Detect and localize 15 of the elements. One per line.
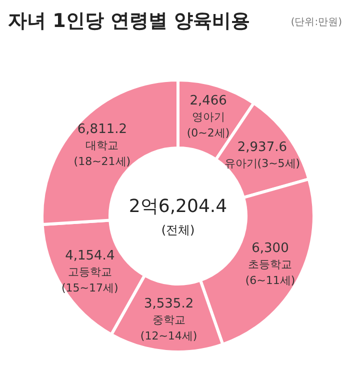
slice-label: 유아기(3~5세) (224, 156, 300, 170)
text: (전체) (161, 223, 195, 237)
text: 2억6,204.4 (128, 196, 228, 217)
data-label: 2,937.6 (237, 140, 288, 155)
slice-label: 중학교 (12~14세) (140, 314, 198, 343)
slice-label: 초등학교 (6~11세) (245, 258, 296, 288)
data-label: 6,811.2 (77, 122, 128, 137)
chart-title: 자녀 1인당 연령별 양육비용 (8, 10, 250, 32)
chart-subtitle: (단위:만원) (290, 17, 342, 28)
data-label: 2,466 (190, 94, 227, 109)
slice-label: 영아기 (0~2세) (186, 110, 230, 140)
data-label: 4,154.4 (65, 248, 115, 264)
data-label: 3,535.2 (144, 296, 194, 312)
data-label: 6,300 (252, 241, 289, 256)
slice-label: 대학교 (18~21세) (74, 138, 131, 168)
